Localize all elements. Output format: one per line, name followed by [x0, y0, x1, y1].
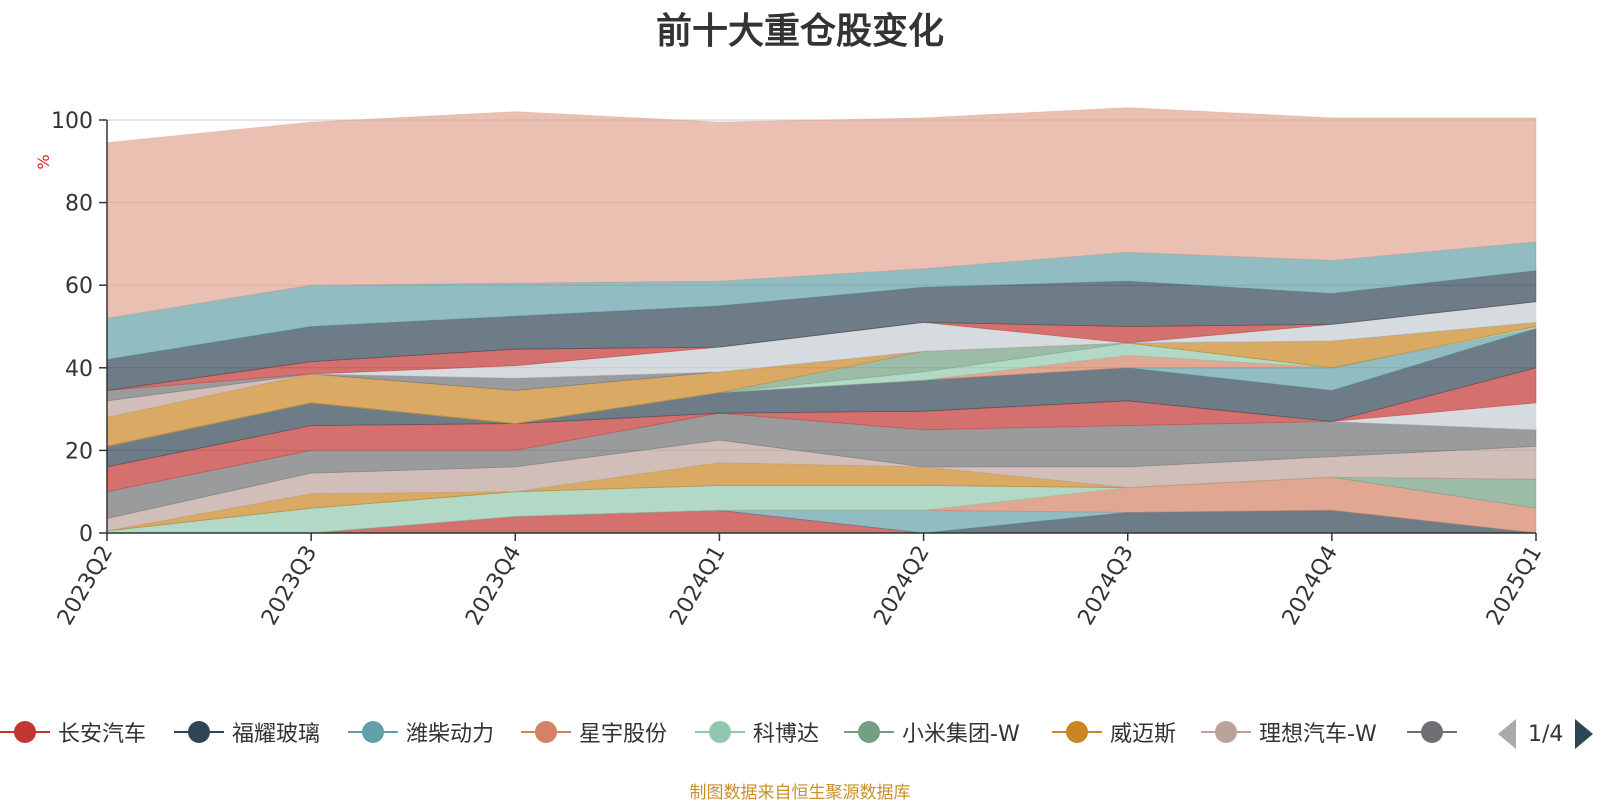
- y-tick-label: 60: [65, 274, 93, 299]
- x-tick-label: 2024Q2: [869, 542, 934, 630]
- area-layer: [106, 107, 1537, 534]
- y-tick-label: 0: [79, 522, 93, 547]
- x-tick-label: 2023Q2: [53, 542, 118, 630]
- x-tick-label: 2023Q3: [257, 542, 322, 630]
- x-tick-label: 2023Q4: [461, 542, 526, 630]
- legend: 长安汽车 福耀玻璃 潍柴动力 星宇股份 科博达 小米集团-W 威迈斯 理想汽车-W: [0, 712, 1600, 752]
- legend-swatch: [521, 717, 571, 747]
- legend-item[interactable]: 科博达: [695, 712, 819, 752]
- legend-item[interactable]: 长安汽车: [0, 712, 146, 752]
- area-series: [106, 107, 1537, 319]
- legend-item[interactable]: 星宇股份: [521, 712, 667, 752]
- legend-label: 星宇股份: [579, 722, 668, 747]
- x-tick-label: 2025Q1: [1482, 542, 1547, 630]
- legend-swatch: [1201, 717, 1251, 747]
- legend-item[interactable]: 理想汽车-W: [1201, 712, 1377, 752]
- triangle-left-icon[interactable]: [1498, 719, 1516, 749]
- legend-item[interactable]: 威迈斯: [1052, 712, 1176, 752]
- legend-label: 长安汽车: [58, 722, 147, 747]
- legend-label: 福耀玻璃: [232, 722, 321, 747]
- x-tick-label: 2024Q4: [1278, 542, 1343, 630]
- legend-label: 小米集团-W: [902, 722, 1020, 747]
- legend-label: 潍柴动力: [406, 722, 495, 747]
- source-note: 制图数据来自恒生聚源数据库: [689, 783, 911, 803]
- legend-item[interactable]: 潍柴动力: [348, 712, 494, 752]
- legend-swatch: [695, 717, 745, 747]
- legend-item[interactable]: 福耀玻璃: [174, 712, 320, 752]
- legend-swatch: [1052, 717, 1102, 747]
- y-axis-label: %: [34, 154, 53, 169]
- legend-swatch: [0, 717, 50, 747]
- y-tick-label: 40: [65, 357, 93, 382]
- legend-item[interactable]: [1407, 712, 1465, 752]
- y-tick-label: 80: [65, 192, 93, 217]
- y-tick-label: 100: [51, 109, 93, 134]
- chart-title: 前十大重仓股变化: [655, 11, 944, 52]
- legend-page-indicator: 1/4: [1528, 721, 1564, 747]
- legend-swatch: [1407, 717, 1457, 747]
- legend-swatch: [348, 717, 398, 747]
- x-tick-label: 2024Q3: [1074, 542, 1139, 630]
- legend-label: 科博达: [753, 722, 820, 747]
- legend-item[interactable]: 小米集团-W: [844, 712, 1020, 752]
- legend-label: 理想汽车-W: [1259, 722, 1377, 747]
- y-tick-label: 20: [65, 439, 93, 464]
- legend-swatch: [844, 717, 894, 747]
- x-tick-label: 2024Q1: [665, 542, 730, 630]
- legend-label: 威迈斯: [1110, 722, 1177, 747]
- legend-pager: 1/4: [1498, 716, 1594, 752]
- legend-swatch: [174, 717, 224, 747]
- triangle-right-icon[interactable]: [1575, 719, 1594, 749]
